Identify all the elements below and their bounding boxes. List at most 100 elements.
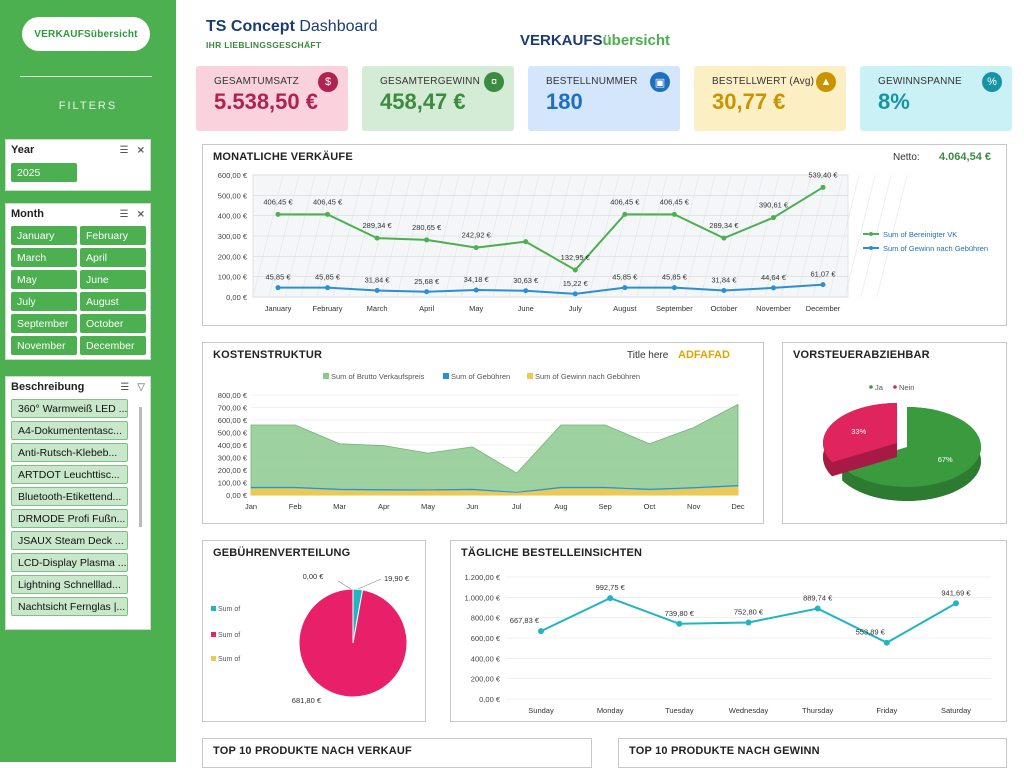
cost-accent-label: ADFAFAD [678,349,730,361]
legend-label: Sum of Brutto Verkaufspreis [331,372,425,381]
top-products-sales-panel: TOP 10 PRODUKTE NACH VERKAUF [202,738,592,768]
data-point [820,184,826,190]
pie-slice [298,588,408,698]
data-label: 739,80 € [665,609,695,618]
beschreibung-option[interactable]: Bluetooth-Etikettend... [11,487,128,506]
data-label: 406,45 € [610,197,640,206]
y-tick-label: 0,00 € [226,293,248,302]
month-option-october[interactable]: October [80,314,146,333]
kpi-label: GESAMTERGEWINN [380,76,481,87]
chart-icon: ▲ [816,72,836,92]
fee-distribution-pie-chart: 19,90 € 681,80 € 0,00 € Sum of Sum of Sum of [211,572,410,705]
data-label: 289,34 € [362,221,392,230]
legend-swatch [211,606,216,611]
daily-orders-title: TÄGLICHE BESTELLEINSICHTEN [461,547,643,559]
year-slicer: Year ☰ ⨯ 2025 [5,139,151,191]
beschreibung-option[interactable]: ARTDOT Leuchttisc... [11,465,128,484]
y-tick-label: 200,00 € [218,466,248,475]
x-tick-label: Monday [597,706,624,715]
y-tick-label: 200,00 € [471,675,501,684]
x-tick-label: Jul [512,502,522,511]
series-line [278,186,824,272]
month-option-may[interactable]: May [11,270,77,289]
x-tick-label: May [421,502,435,511]
y-tick-label: 400,00 € [471,654,501,663]
x-tick-label: Jan [245,502,257,511]
data-point [374,235,380,241]
dashboard-title-pill[interactable]: VERKAUFSübersicht [22,17,150,51]
top-products-profit-title: TOP 10 PRODUKTE NACH GEWINN [629,745,820,757]
x-tick-label: May [469,304,483,313]
beschreibung-option[interactable]: 360° Warmweiß LED ... [11,399,128,418]
kpi-label: BESTELLWERT (Avg) [712,76,815,87]
multi-select-icon[interactable]: ☰ [120,381,130,393]
x-tick-label: Jun [466,502,478,511]
y-tick-label: 600,00 € [471,634,501,643]
data-label: 390,61 € [759,201,789,210]
data-label: 30,63 € [513,276,539,285]
top-products-profit-panel: TOP 10 PRODUKTE NACH GEWINN [618,738,1007,768]
month-option-november[interactable]: November [11,336,77,355]
x-tick-label: Dec [731,502,745,511]
vorsteuer-title: VORSTEUERABZIEHBAR [793,349,930,361]
beschreibung-option[interactable]: Nachtsicht Fernglas |... [11,597,128,616]
main-area: TS Concept Dashboard IHR LIEBLINGSGESCHÄ… [176,0,1024,768]
clear-filter-icon[interactable]: ⨯ [136,208,145,220]
month-option-august[interactable]: August [80,292,146,311]
legend-swatch [323,373,329,379]
beschreibung-option[interactable]: JSAUX Steam Deck ... [11,531,128,550]
y-tick-label: 100,00 € [218,273,248,282]
kpi-card-bestellwert-avg: BESTELLWERT (Avg) 30,77 € ▲ [694,66,846,131]
dashboard-subtitle: IHR LIEBLINGSGESCHÄFT [206,40,322,50]
x-tick-label: January [265,304,292,313]
beschreibung-option[interactable]: Lightning Schnelllad... [11,575,128,594]
y-tick-label: 600,00 € [218,416,248,425]
month-option-july[interactable]: July [11,292,77,311]
kpi-label: BESTELLNUMMER [546,76,638,87]
beschreibung-option[interactable]: Anti-Rutsch-Klebeb... [11,443,128,462]
kpi-label: GESAMTUMSATZ [214,76,299,87]
data-point [770,285,776,291]
x-tick-label: Sunday [528,706,554,715]
pie-label: 33% [851,427,866,436]
y-tick-label: 0,00 € [479,695,501,704]
month-option-march[interactable]: March [11,248,77,267]
beschreibung-scrollbar[interactable] [139,407,142,527]
data-point [721,235,727,241]
legend-marker [893,385,897,389]
y-tick-label: 300,00 € [218,454,248,463]
filter-icon[interactable]: ▽ [137,381,145,393]
multi-select-icon[interactable]: ☰ [119,208,129,220]
legend-label: Sum of [218,606,240,613]
beschreibung-option[interactable]: LCD-Display Plasma ... [11,553,128,572]
netto-label: Netto: [893,152,920,163]
y-tick-label: 700,00 € [218,404,248,413]
beschreibung-option[interactable]: DRMODE Profi Fußn... [11,509,128,528]
clear-filter-icon[interactable]: ⨯ [136,144,145,156]
year-option-2025[interactable]: 2025 [11,163,77,182]
month-option-february[interactable]: February [80,226,146,245]
data-point [572,267,578,273]
legend-marker [869,385,873,389]
month-option-january[interactable]: January [11,226,77,245]
month-option-september[interactable]: September [11,314,77,333]
legend-swatch [527,373,533,379]
monthly-sales-panel: MONATLICHE VERKÄUFE Netto: 4.064,54 € 0,… [202,144,1007,326]
beschreibung-option[interactable]: A4-Dokumententasc... [11,421,128,440]
x-tick-label: December [806,304,841,313]
data-label: 45,85 € [315,273,341,282]
data-point [607,595,614,602]
kpi-label: GEWINNSPANNE [878,76,962,87]
data-label: 31,84 € [365,276,391,285]
pie-label: 0,00 € [303,572,325,581]
month-option-december[interactable]: December [80,336,146,355]
title-here-label: Title here [627,350,669,361]
x-tick-label: Friday [876,706,897,715]
data-label: 31,84 € [711,276,737,285]
month-option-april[interactable]: April [80,248,146,267]
top-products-sales-title: TOP 10 PRODUKTE NACH VERKAUF [213,745,412,757]
month-option-june[interactable]: June [80,270,146,289]
multi-select-icon[interactable]: ☰ [119,144,129,156]
hatch-line [860,174,892,298]
shopping-bag-icon: ▣ [650,72,670,92]
